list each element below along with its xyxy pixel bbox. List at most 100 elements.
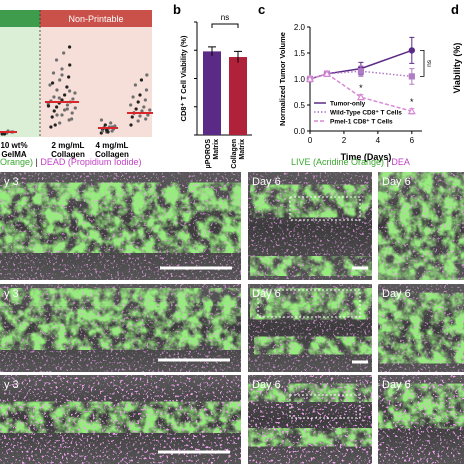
legend-label: Wild-Type CD8⁺ T Cells (330, 110, 402, 117)
data-point (58, 121, 62, 125)
live-label: Orange) (0, 157, 33, 167)
data-point (140, 109, 144, 113)
annotation: * (410, 97, 414, 107)
data-point (46, 104, 51, 108)
data-point (63, 93, 67, 97)
data-point (73, 106, 77, 110)
panel-letter: d (451, 2, 459, 17)
significance-bracket (211, 23, 239, 28)
separator: | (387, 157, 389, 167)
data-point (148, 108, 152, 112)
data-point (67, 118, 71, 122)
category-label: Collagen (231, 139, 238, 169)
image-header: Orange) | DEAD (Propidium Iodide) (0, 157, 141, 167)
data-point (65, 103, 70, 107)
category-label: Matrix (239, 139, 246, 160)
error-bar (234, 50, 242, 63)
data-point (100, 129, 105, 133)
data-point (144, 88, 149, 92)
bar (203, 51, 221, 135)
data-point (52, 95, 56, 99)
legend-label: Tumor-only (330, 101, 366, 108)
data-point (144, 117, 148, 121)
dead-cells (248, 284, 372, 372)
y-axis-label: Viability (%) (452, 43, 462, 94)
data-point (109, 121, 113, 125)
marker (357, 68, 365, 75)
data-point (65, 85, 69, 89)
data-point (129, 123, 133, 127)
printable-header (0, 10, 40, 27)
data-point (48, 83, 52, 87)
data-point (142, 105, 146, 109)
data-point (62, 51, 66, 55)
data-point (73, 91, 77, 95)
data-point (136, 119, 140, 123)
day-label: y 3 (4, 379, 19, 391)
data-point (57, 96, 61, 100)
x-tick-label: 2 (342, 136, 347, 145)
data-point (60, 67, 64, 71)
dead-cells (248, 375, 372, 464)
data-point (103, 123, 107, 127)
day-label: y 3 (4, 176, 19, 188)
data-point (70, 111, 74, 115)
data-point (67, 75, 71, 79)
y-tick-label: 0.0 (294, 127, 306, 136)
category-label: 2 mg/mL (52, 141, 85, 150)
x-tick-label: 4 (376, 136, 381, 145)
y-tick-label: 2.0 (294, 23, 306, 32)
roi-box (289, 394, 361, 419)
day-label: Day 6 (382, 288, 411, 300)
dead-label: DEAD (Propidium Iodide) (40, 157, 141, 167)
dead-cells (378, 375, 464, 464)
data-point (68, 89, 72, 93)
series-line (309, 70, 412, 80)
data-point (60, 73, 64, 77)
panel-c: c Normalized Tumor Volume Time (Days) 0.0 0.… (258, 2, 433, 162)
significance-bracket (420, 50, 425, 77)
day-label: y 3 (4, 288, 19, 300)
data-point (55, 88, 59, 92)
micrographs: y 3 Day 6 Day 6 y 3 Day 6 Day 6 y 3 Day 6 Day 6 (0, 172, 464, 464)
panel-letter: b (173, 2, 181, 17)
dead-cells (0, 284, 241, 372)
error-bar (208, 46, 216, 56)
data-point (131, 95, 135, 99)
roi-box (289, 196, 361, 221)
dead-cells (378, 172, 464, 280)
printable-region (0, 10, 40, 137)
marker (322, 69, 331, 77)
panel-letter: c (258, 2, 265, 17)
legend-label: Pmel-1 CD8⁺ T Cells (330, 119, 393, 126)
image-header: LIVE (Acridine Orange) | DEA (291, 157, 410, 167)
data-point (50, 115, 54, 119)
category-label: 4 mg/mL (96, 141, 129, 150)
y-tick-label: 1.5 (294, 49, 306, 58)
roi-box (257, 289, 361, 318)
data-point (99, 118, 104, 122)
non-printable-region (40, 10, 152, 137)
data-point (49, 125, 53, 129)
panel-header: Non-Printable (68, 14, 123, 24)
data-point (52, 109, 56, 113)
marker (408, 73, 415, 80)
day-label: Day 6 (382, 379, 411, 391)
x-tick-label: 0 (308, 136, 313, 145)
category-label: Matrix (213, 139, 220, 160)
data-point (138, 114, 142, 118)
data-point (134, 107, 138, 111)
non-printable-header (40, 10, 152, 27)
data-point (145, 73, 149, 77)
data-point (146, 113, 150, 117)
data-point (51, 71, 56, 75)
data-point (63, 108, 67, 112)
data-point (65, 107, 69, 111)
y-tick-label: 0.5 (294, 101, 306, 110)
data-point (58, 78, 62, 82)
data-point (67, 45, 72, 49)
